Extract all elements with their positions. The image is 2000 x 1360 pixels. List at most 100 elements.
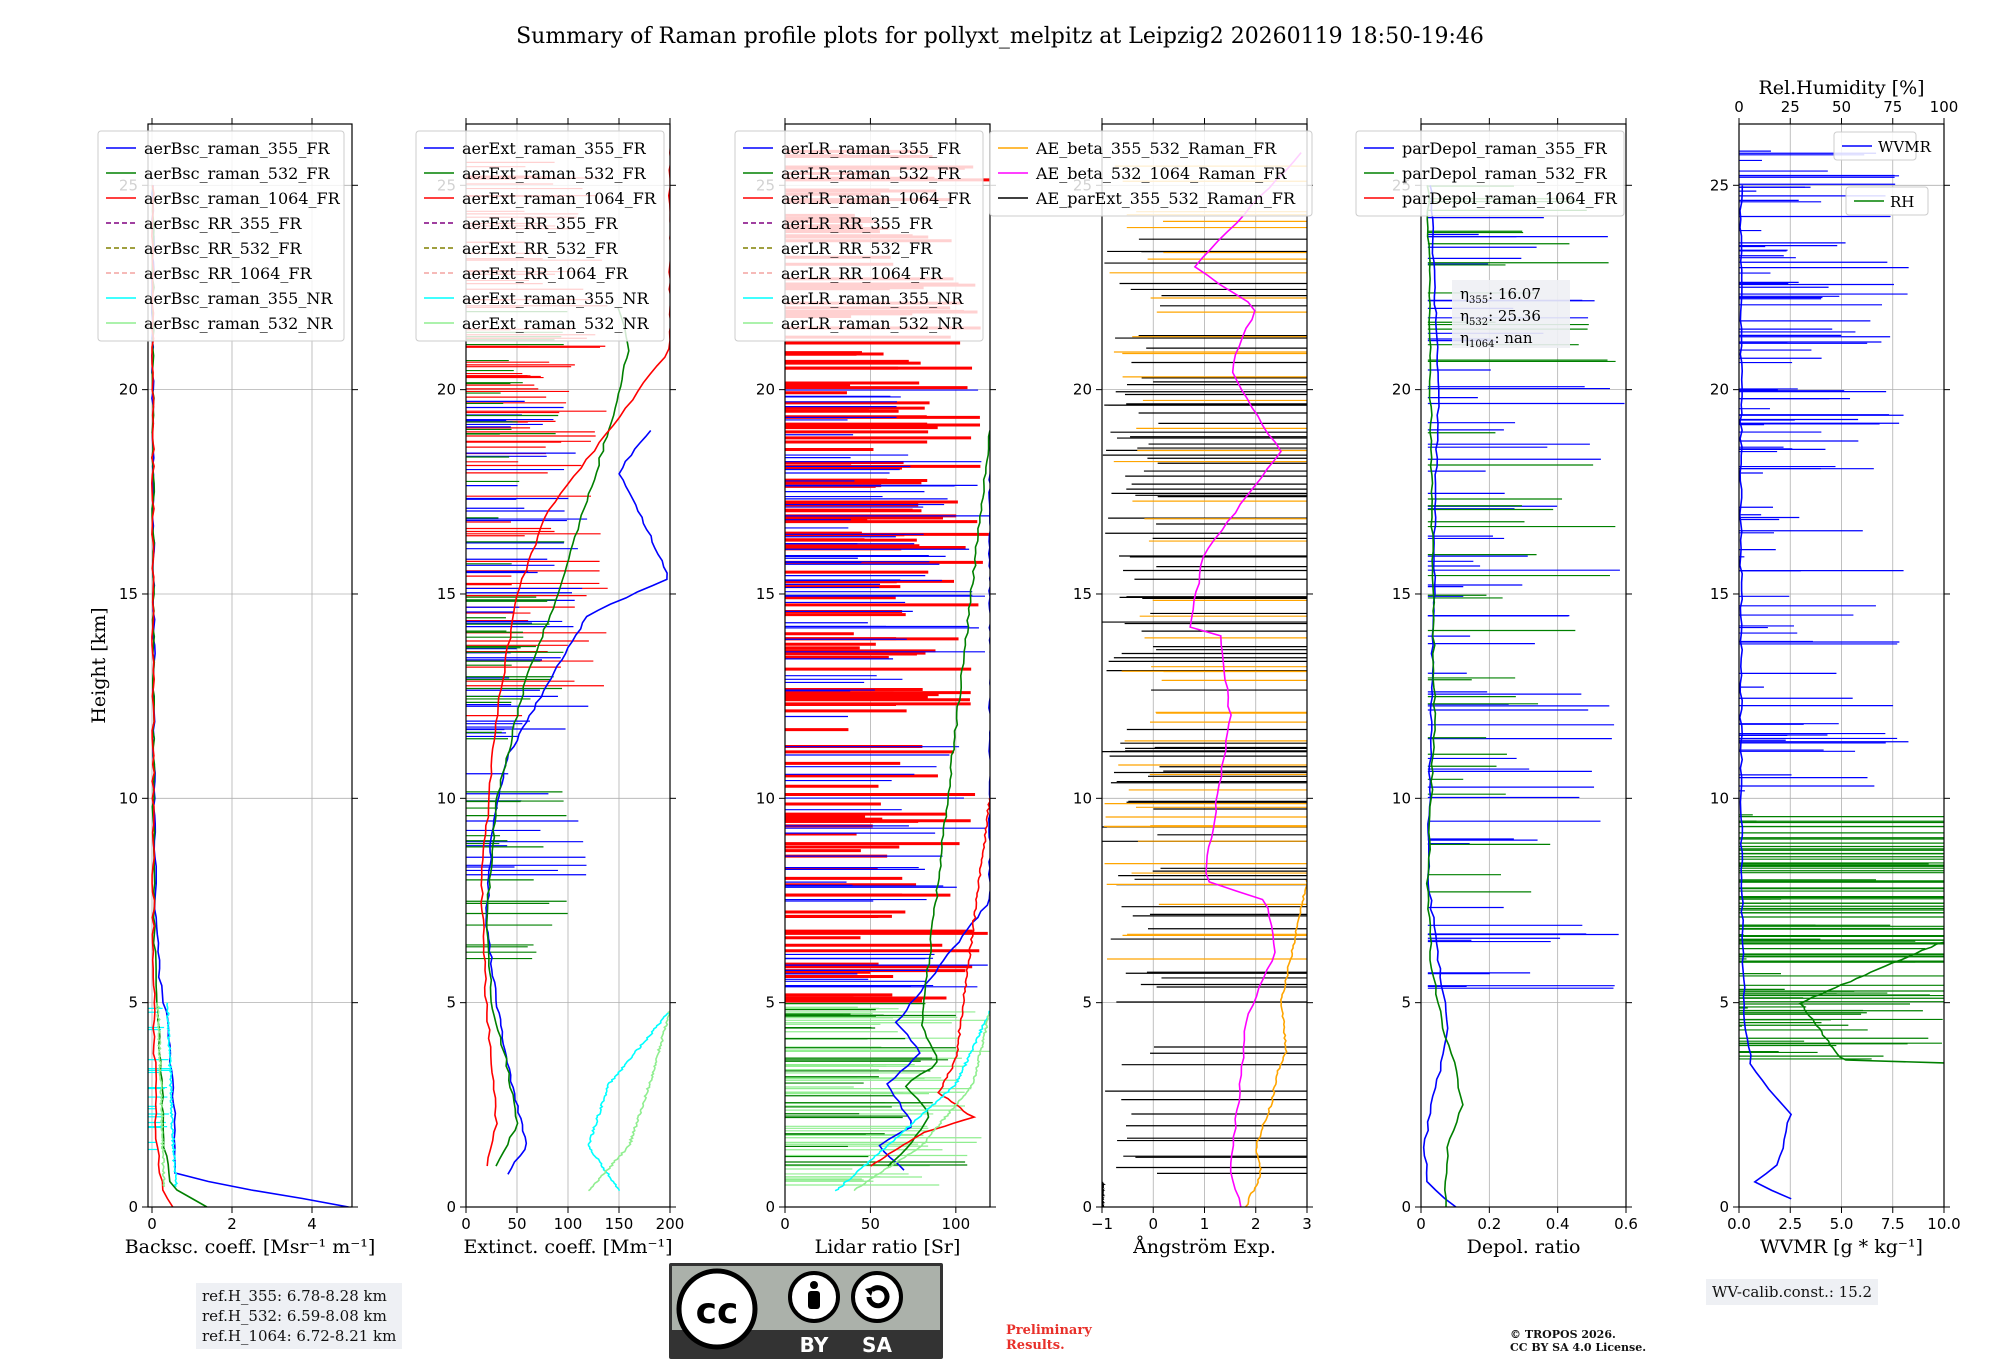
y-tick-label: 15 <box>1392 585 1411 603</box>
y-tick-label: 0 <box>1719 1198 1729 1216</box>
series-AE_beta_532_1064_Raman_FR <box>1189 152 1302 1207</box>
x-tick-label: 7.5 <box>1881 1215 1905 1233</box>
y-tick-label: 5 <box>128 994 138 1012</box>
series-aerExt_raman_355_NR <box>587 1010 670 1191</box>
series-aerLR_raman_532_FR <box>887 430 990 1167</box>
x-tick-label: 5.0 <box>1830 1215 1854 1233</box>
x-axis-label-depolarization: Depol. ratio <box>1467 1236 1581 1258</box>
plot-area-wvmr <box>1739 150 1944 1200</box>
legend-label: aerBsc_raman_355_NR <box>144 289 333 308</box>
refh-355: ref.H_355: 6.78-8.28 km <box>202 1287 387 1305</box>
legend-backscatter: aerBsc_raman_355_FR aerBsc_raman_532_FRae… <box>97 130 345 342</box>
x-tick-label: 50 <box>861 1215 880 1233</box>
y-tick-label: 10 <box>756 789 775 807</box>
preliminary-note: Preliminary Results. <box>1006 1323 1092 1353</box>
figure-title: Summary of Raman profile plots for polly… <box>516 24 1484 49</box>
x-top-tick-label: 25 <box>1781 98 1800 116</box>
y-tick-label: 10 <box>1392 789 1411 807</box>
legend-label: AE_beta_355_532_Raman_FR <box>1035 139 1277 158</box>
x-top-axis-label: Rel.Humidity [%] <box>1758 77 1924 99</box>
x-tick-label: 150 <box>605 1215 634 1233</box>
x-tick-label: 0 <box>1416 1215 1426 1233</box>
legend-label: aerBsc_raman_532_FR <box>144 164 330 183</box>
legend-label: aerBsc_RR_1064_FR <box>144 264 313 283</box>
series-AE_beta_355_532_Raman_FR <box>1244 879 1307 1207</box>
plot-area-lidar_ratio <box>785 149 990 1192</box>
legend-label: aerExt_raman_1064_FR <box>462 189 657 208</box>
eta-line: η355: 16.07 <box>1460 285 1541 306</box>
axes-frame <box>147 123 353 1208</box>
legend-label: WVMR <box>1878 138 1932 156</box>
y-tick-label: 0 <box>128 1198 138 1216</box>
legend-label: aerBsc_RR_355_FR <box>144 214 302 233</box>
y-tick-label: 5 <box>1401 994 1411 1012</box>
x-tick-label: 4 <box>307 1215 317 1233</box>
legend-label: aerExt_RR_1064_FR <box>462 264 629 283</box>
x-axis-label-extinction: Extinct. coeff. [Mm⁻¹] <box>463 1236 672 1258</box>
legend-label: RH <box>1890 193 1914 211</box>
axes-frame <box>1420 123 1627 1208</box>
x-tick-label: 0 <box>147 1215 157 1233</box>
legend-label: parDepol_raman_1064_FR <box>1402 189 1618 208</box>
legend-RH: RH <box>1845 186 1929 216</box>
plot-area-angstrom <box>1102 152 1307 1207</box>
y-tick-label: 15 <box>1710 585 1729 603</box>
legend-label: parDepol_raman_355_FR <box>1402 139 1608 158</box>
legend-label: aerLR_RR_532_FR <box>781 239 933 258</box>
legend-label: aerBsc_raman_355_FR <box>144 139 330 158</box>
copyright-note: © TROPOS 2026. CC BY SA 4.0 License. <box>1510 1328 1646 1354</box>
eta-line: η532: 25.36 <box>1460 307 1541 328</box>
copyright-line-1: © TROPOS 2026. <box>1510 1328 1616 1341</box>
x-top-tick-label: 50 <box>1832 98 1851 116</box>
x-top-tick-label: 75 <box>1883 98 1902 116</box>
y-tick-label: 15 <box>119 585 138 603</box>
legend-label: aerLR_raman_1064_FR <box>781 189 971 208</box>
legend-label: aerBsc_RR_532_FR <box>144 239 302 258</box>
y-tick-label: 10 <box>119 789 138 807</box>
cc-logo-text: cc <box>696 1291 739 1332</box>
x-tick-label: 0 <box>1148 1215 1158 1233</box>
y-tick-label: 20 <box>119 381 138 399</box>
x-tick-label: 3 <box>1302 1215 1312 1233</box>
legend-label: aerBsc_raman_532_NR <box>144 314 333 333</box>
y-axis-label: Height [km] <box>88 607 110 723</box>
legend-extinction: aerExt_raman_355_FR aerExt_raman_532_FRae… <box>415 130 665 342</box>
legend-label: aerExt_raman_532_FR <box>462 164 647 183</box>
series-aerLR_raman_1064_FR <box>870 798 990 1167</box>
x-tick-label: 2 <box>1251 1215 1261 1233</box>
legend-box <box>1845 186 1929 216</box>
x-tick-label: 2 <box>227 1215 237 1233</box>
legend-box <box>97 130 345 342</box>
series-aerExt_raman_532_FR <box>485 307 630 1167</box>
y-tick-label: 15 <box>1073 585 1092 603</box>
reference-height-box: ref.H_355: 6.78-8.28 km ref.H_532: 6.59-… <box>196 1283 403 1349</box>
y-tick-label: 10 <box>1073 789 1092 807</box>
series-aerExt_raman_355_FR <box>485 429 668 1175</box>
legend-label: aerExt_raman_532_NR <box>462 314 650 333</box>
x-tick-label: 0 <box>461 1215 471 1233</box>
series-aerLR_raman_532_NR <box>853 1010 990 1192</box>
x-tick-label: 2.5 <box>1778 1215 1802 1233</box>
legend-label: aerLR_raman_355_NR <box>781 289 964 308</box>
y-tick-label: 10 <box>1710 789 1729 807</box>
x-tick-label: 0.4 <box>1546 1215 1570 1233</box>
plot-area-backscatter <box>148 185 349 1207</box>
sa-share-icon <box>851 1271 903 1323</box>
x-tick-label: 1 <box>1200 1215 1210 1233</box>
x-axis-label-lidar_ratio: Lidar ratio [Sr] <box>815 1236 961 1258</box>
legend-box <box>1833 131 1917 161</box>
x-top-tick-label: 0 <box>1734 98 1744 116</box>
copyright-line-2: CC BY SA 4.0 License. <box>1510 1341 1647 1354</box>
series-parDepol_raman_355_FR <box>1422 185 1457 1207</box>
legend-label: aerLR_raman_355_FR <box>781 139 961 158</box>
series-aerLR_raman_355_NR <box>834 1010 990 1192</box>
legend-box <box>734 130 984 342</box>
y-tick-label: 20 <box>1073 381 1092 399</box>
y-tick-label: 20 <box>1710 381 1729 399</box>
y-tick-label: 5 <box>446 994 456 1012</box>
legend-WVMR: WVMR <box>1833 131 1932 161</box>
legend-label: AE_parExt_355_532_Raman_FR <box>1035 189 1296 208</box>
refh-532: ref.H_532: 6.59-8.08 km <box>202 1307 387 1325</box>
